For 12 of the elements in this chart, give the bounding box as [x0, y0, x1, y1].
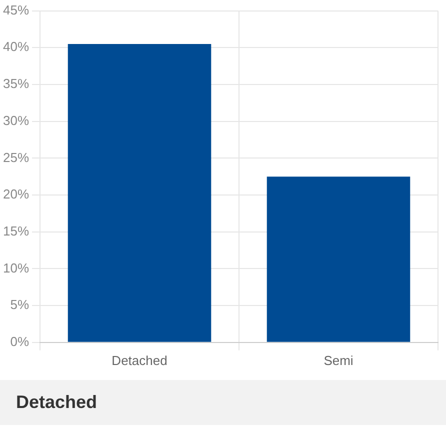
- y-tick-label: 20%: [2, 186, 30, 202]
- y-tick-label: 30%: [2, 112, 30, 128]
- y-tick-label: 25%: [2, 150, 30, 165]
- y-tick-label: 15%: [2, 223, 30, 238]
- y-tick-label: 45%: [2, 2, 30, 18]
- y-tick-label: 35%: [2, 76, 30, 92]
- y-tick-label: 10%: [2, 260, 30, 276]
- y-tick-label: 5%: [10, 297, 30, 312]
- x-tick-label: Semi: [324, 352, 354, 368]
- y-tick-label: 40%: [2, 39, 30, 54]
- text: Detached: [0, 380, 446, 425]
- y-tick-label: 0%: [10, 334, 30, 349]
